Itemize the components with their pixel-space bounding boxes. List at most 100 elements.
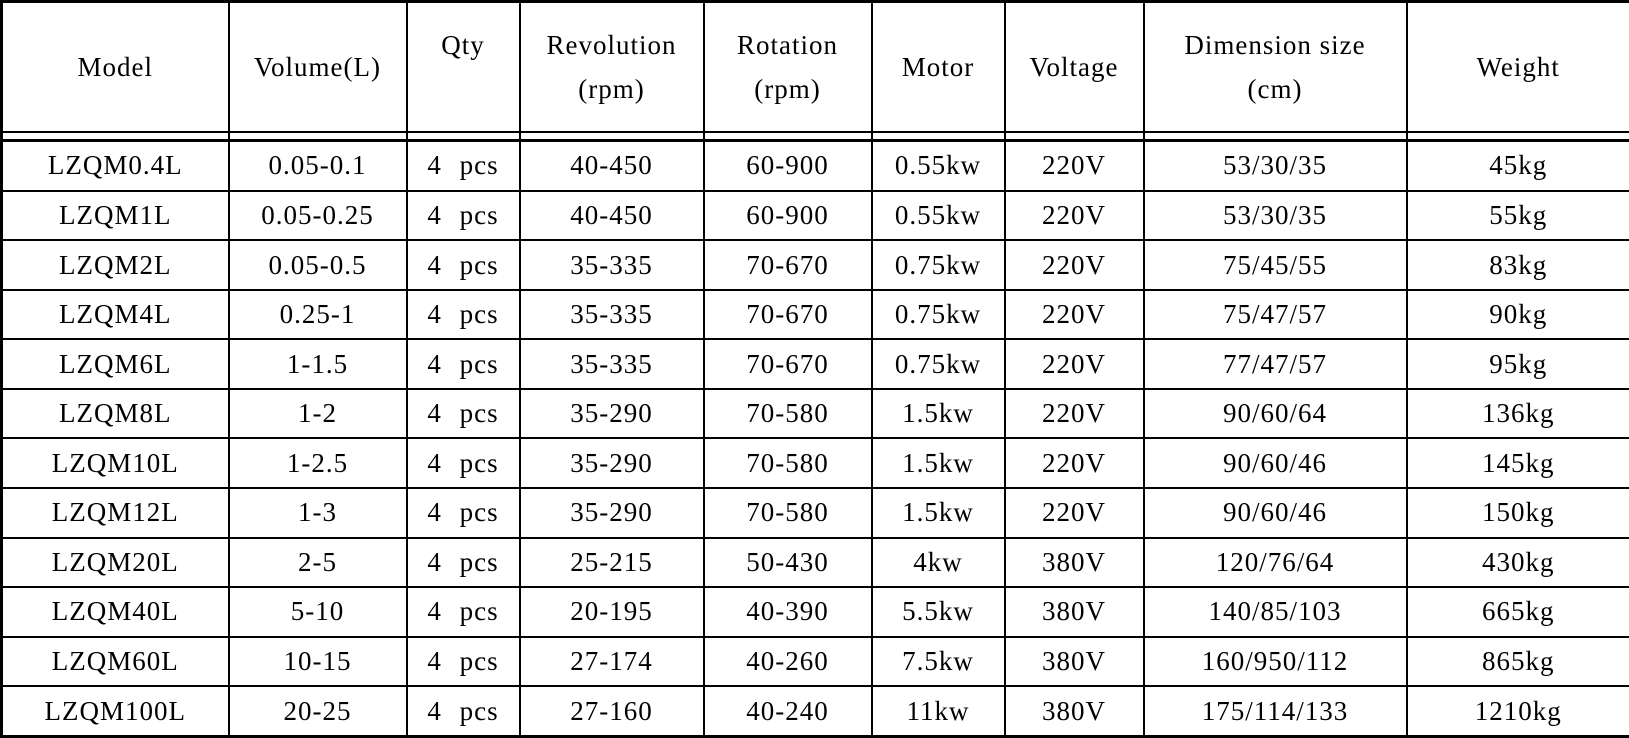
column-header-label: Rotation (737, 30, 838, 60)
column-header-rotation: Rotation (rpm) (702, 0, 873, 133)
cell-voltage: 380V (1003, 685, 1145, 738)
header-separator-cell (1405, 131, 1629, 143)
cell-model: LZQM6L (0, 338, 230, 390)
cell-qty: 4 pcs (405, 635, 521, 688)
cell-weight: 430kg (1405, 536, 1629, 589)
cell-motor: 7.5kw (870, 635, 1006, 688)
cell-motor: 0.75kw (870, 288, 1006, 341)
cell-volume: 2-5 (227, 536, 408, 589)
cell-qty: 4 pcs (405, 536, 521, 589)
cell-rotation: 40-390 (702, 586, 873, 638)
cell-voltage: 380V (1003, 536, 1145, 589)
cell-volume: 5-10 (227, 586, 408, 638)
cell-motor: 0.55kw (870, 189, 1006, 242)
cell-voltage: 380V (1003, 635, 1145, 688)
cell-rotation: 60-900 (702, 139, 873, 192)
table-row-lzqm8l: LZQM8L 1-2 4 pcs 35-290 70-580 1.5kw 220V 90/60… (0, 387, 1629, 440)
cell-weight: 45kg (1405, 139, 1629, 192)
table-row-lzqm6l: LZQM6L 1-1.5 4 pcs 35-335 70-670 0.75kw 220V 77… (0, 338, 1629, 390)
cell-voltage: 220V (1003, 387, 1145, 440)
cell-voltage: 220V (1003, 437, 1145, 490)
cell-revolution: 35-335 (518, 288, 705, 341)
cell-rotation: 70-580 (702, 387, 873, 440)
cell-voltage: 220V (1003, 189, 1145, 242)
cell-weight: 136kg (1405, 387, 1629, 440)
cell-model: LZQM8L (0, 387, 230, 440)
cell-revolution: 35-290 (518, 437, 705, 490)
column-header-dimension: Dimension size (cm) (1142, 0, 1408, 133)
cell-weight: 145kg (1405, 437, 1629, 490)
cell-voltage: 220V (1003, 487, 1145, 539)
cell-weight: 665kg (1405, 586, 1629, 638)
table-body: LZQM0.4L 0.05-0.1 4 pcs 40-450 60-900 0.55kw 2… (0, 131, 1629, 738)
cell-rotation: 70-580 (702, 487, 873, 539)
column-header-weight: Weight (1405, 0, 1629, 133)
column-header-model: Model (0, 0, 230, 133)
cell-voltage: 380V (1003, 586, 1145, 638)
cell-weight: 1210kg (1405, 685, 1629, 738)
cell-qty: 4 pcs (405, 288, 521, 341)
column-header-qty: Qty (405, 0, 521, 133)
column-header-label: Revolution (546, 30, 677, 60)
header-separator-row (0, 131, 1629, 143)
cell-dimension: 90/60/46 (1142, 437, 1408, 490)
cell-qty: 4 pcs (405, 189, 521, 242)
cell-qty: 4 pcs (405, 437, 521, 490)
column-header-sublabel: (cm) (1247, 74, 1303, 104)
table-row-lzqm2l: LZQM2L 0.05-0.5 4 pcs 35-335 70-670 0.75kw 220… (0, 239, 1629, 291)
cell-motor: 4kw (870, 536, 1006, 589)
table-row-lzqm1l: LZQM1L 0.05-0.25 4 pcs 40-450 60-900 0.55kw 22… (0, 189, 1629, 242)
header-separator-cell (870, 131, 1006, 143)
cell-model: LZQM10L (0, 437, 230, 490)
cell-weight: 150kg (1405, 487, 1629, 539)
cell-revolution: 35-335 (518, 239, 705, 291)
cell-rotation: 60-900 (702, 189, 873, 242)
column-header-sublabel: (rpm) (578, 74, 645, 104)
cell-dimension: 75/47/57 (1142, 288, 1408, 341)
cell-dimension: 140/85/103 (1142, 586, 1408, 638)
cell-rotation: 40-240 (702, 685, 873, 738)
column-header-label: Dimension size (1184, 30, 1366, 60)
column-header-label: Qty (441, 30, 485, 60)
header-separator-cell (405, 131, 521, 143)
cell-weight: 865kg (1405, 635, 1629, 688)
cell-dimension: 175/114/133 (1142, 685, 1408, 738)
cell-motor: 1.5kw (870, 487, 1006, 539)
cell-voltage: 220V (1003, 139, 1145, 192)
cell-motor: 1.5kw (870, 387, 1006, 440)
cell-revolution: 35-335 (518, 338, 705, 390)
cell-volume: 0.25-1 (227, 288, 408, 341)
cell-revolution: 40-450 (518, 189, 705, 242)
table-row-lzqm60l: LZQM60L 10-15 4 pcs 27-174 40-260 7.5kw 380V 16… (0, 635, 1629, 688)
cell-motor: 0.75kw (870, 239, 1006, 291)
cell-revolution: 35-290 (518, 387, 705, 440)
cell-model: LZQM1L (0, 189, 230, 242)
column-header-label: Voltage (1029, 52, 1119, 82)
cell-revolution: 35-290 (518, 487, 705, 539)
cell-model: LZQM4L (0, 288, 230, 341)
cell-revolution: 20-195 (518, 586, 705, 638)
cell-qty: 4 pcs (405, 586, 521, 638)
cell-volume: 0.05-0.25 (227, 189, 408, 242)
cell-weight: 95kg (1405, 338, 1629, 390)
cell-rotation: 70-580 (702, 437, 873, 490)
cell-rotation: 40-260 (702, 635, 873, 688)
header-separator-cell (702, 131, 873, 143)
header-separator-cell (1142, 131, 1408, 143)
cell-dimension: 90/60/46 (1142, 487, 1408, 539)
column-header-volume: Volume(L) (227, 0, 408, 133)
cell-qty: 4 pcs (405, 487, 521, 539)
column-header-label: Volume(L) (254, 52, 381, 82)
table-row-lzqm100l: LZQM100L 20-25 4 pcs 27-160 40-240 11kw 380V 17… (0, 685, 1629, 738)
cell-model: LZQM100L (0, 685, 230, 738)
table-row-lzqm40l: LZQM40L 5-10 4 pcs 20-195 40-390 5.5kw 380V 140… (0, 586, 1629, 638)
column-header-label: Model (77, 52, 153, 82)
cell-volume: 10-15 (227, 635, 408, 688)
cell-volume: 1-2 (227, 387, 408, 440)
cell-volume: 1-2.5 (227, 437, 408, 490)
cell-rotation: 70-670 (702, 239, 873, 291)
cell-volume: 1-1.5 (227, 338, 408, 390)
cell-motor: 1.5kw (870, 437, 1006, 490)
cell-revolution: 27-160 (518, 685, 705, 738)
